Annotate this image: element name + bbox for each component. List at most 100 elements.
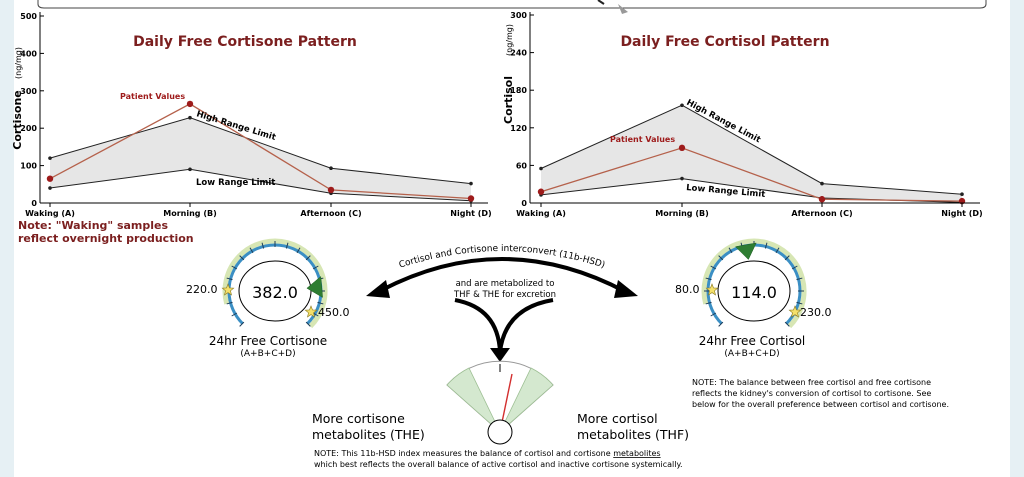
meter-left-label-2: metabolites (THE) [312, 427, 425, 442]
g1-tick [261, 242, 265, 249]
c2-ytick-label: 180 [510, 86, 527, 95]
down-arrowhead-icon [490, 348, 510, 362]
cortisol-gauge-value: 114.0 [731, 283, 777, 302]
g1-tick [249, 247, 254, 254]
c2-xtick-label: Afternoon (C) [791, 209, 852, 218]
cortisol-chart: 0 60 120 180 240 300 Waking (A) Morning (B) Aft… [502, 11, 983, 218]
cortisol-gauge-pointer [734, 242, 757, 260]
metabolites-link: metabolites [613, 449, 660, 458]
metabolized-line-1: and are metabolized to [456, 279, 555, 289]
c1-ytick-label: 100 [20, 162, 37, 171]
hsd-index-meter: More cortisone metabolites (THE) More co… [312, 360, 689, 445]
c1-patient-point [186, 100, 194, 108]
c1-high-point [188, 115, 192, 120]
c1-xtick-label: Afternoon (C) [300, 209, 361, 218]
c1-high-point [48, 156, 52, 160]
g2-tick [796, 277, 803, 281]
cortisol-chart-title: Daily Free Cortisol Pattern [620, 34, 829, 50]
g1-tick [226, 277, 233, 281]
cortisol-gauge-low: 80.0 [675, 283, 700, 296]
cortisone-high-range-line [49, 117, 472, 185]
g1-tick [305, 255, 311, 261]
cortisol-gauge-subtitle: (A+B+C+D) [724, 349, 779, 359]
g2-tick [791, 265, 798, 270]
cortisone-chart-title: Daily Free Cortisone Pattern [133, 34, 357, 50]
g1-tick [296, 247, 301, 254]
interconvert-arc-arrow [377, 257, 627, 294]
top-arrow-stub [597, 0, 605, 5]
c1-high-point [469, 181, 473, 186]
meter-right-band [499, 367, 554, 433]
g2-tick [764, 242, 768, 249]
note-right-line-3: below for the overall preference between… [692, 400, 949, 409]
note-right-line-2: reflects the kidney's conversion of cort… [692, 389, 931, 398]
g1-tick [231, 312, 238, 317]
note-bottom-line-2: which best reflects the overall balance … [314, 460, 683, 469]
g2-tick [705, 277, 712, 281]
cortisone-low-label: Low Range Limit [196, 178, 275, 188]
cortisone-y-unit: (ng/mg) [14, 47, 23, 79]
g1-tick [226, 301, 233, 305]
g2-tick [784, 321, 790, 327]
c1-high-point [329, 166, 333, 171]
g1-tick [239, 255, 245, 261]
c1-low-point [188, 167, 192, 172]
c2-ytick-label: 300 [510, 11, 527, 20]
right-arrowhead-icon [614, 280, 638, 298]
left-arrowhead-icon [366, 280, 390, 298]
cortisone-gauge-title: 24hr Free Cortisone [209, 334, 327, 348]
note-right-line-1: NOTE: The balance between free cortisol … [692, 378, 931, 387]
g1-tick [312, 265, 319, 270]
c2-low-point [680, 176, 684, 181]
c1-ytick-label: 0 [31, 199, 37, 208]
c2-ytick-label: 240 [510, 49, 527, 58]
cortisol-range-band [541, 105, 962, 203]
g1-tick [317, 301, 324, 305]
cortisone-gauge-high: 450.0 [318, 306, 350, 319]
cortisone-range-band [50, 117, 471, 201]
cortisol-gauge-high: 230.0 [800, 306, 832, 319]
cortisol-patient-label: Patient Values [610, 135, 675, 144]
cortisol-gauge-dial [717, 260, 791, 322]
meter-right-label-1: More cortisol [577, 411, 658, 426]
g2-tick [718, 255, 724, 261]
cortisone-gauge-value: 382.0 [252, 283, 298, 302]
g2-tick [784, 255, 790, 261]
c2-ytick-label: 120 [510, 124, 527, 133]
cortisone-low-star-icon [221, 283, 235, 296]
g1-tick [239, 321, 245, 327]
meter-right-label-2: metabolites (THF) [577, 427, 689, 442]
cortisol-high-range-line [540, 104, 963, 195]
c2-ytick-label: 0 [521, 199, 527, 208]
top-arrow-grey [618, 4, 628, 14]
cortisone-patient-line [49, 103, 472, 200]
g2-tick [775, 247, 780, 254]
c1-ytick-label: 500 [20, 12, 37, 21]
left-page-edge [0, 0, 14, 477]
c2-xtick-label: Morning (B) [655, 209, 708, 218]
cortisol-patient-line [540, 147, 963, 202]
note-bottom-line-1: NOTE: This 11b-HSD index measures the ba… [314, 449, 661, 458]
cortisone-gauge-subtitle: (A+B+C+D) [240, 349, 295, 359]
c2-high-point [820, 181, 824, 186]
waking-note-line-1: Note: "Waking" samples [18, 219, 168, 232]
c1-xtick-label: Waking (A) [25, 209, 75, 218]
g1-tick [231, 265, 238, 270]
c1-ytick-label: 300 [20, 87, 37, 96]
g1-tick [305, 321, 311, 327]
cortisone-gauge-pointer [306, 275, 323, 298]
cortisone-gauge: 382.0 220.0 450.0 24hr Free Cortisone (A… [186, 238, 350, 359]
g2-tick [710, 265, 717, 270]
c2-xtick-label: Night (D) [941, 209, 982, 218]
c1-patient-point [327, 186, 335, 194]
cortisone-patient-label: Patient Values [120, 92, 185, 101]
cortisone-y-label: Cortisone [11, 90, 24, 149]
c2-high-point [960, 192, 964, 197]
c2-xtick-label: Waking (A) [516, 209, 566, 218]
c2-patient-point [818, 196, 826, 203]
c1-patient-point [46, 175, 54, 182]
c1-xtick-label: Night (D) [450, 209, 491, 218]
g2-tick [705, 301, 712, 305]
cortisone-high-star-icon [304, 305, 318, 318]
